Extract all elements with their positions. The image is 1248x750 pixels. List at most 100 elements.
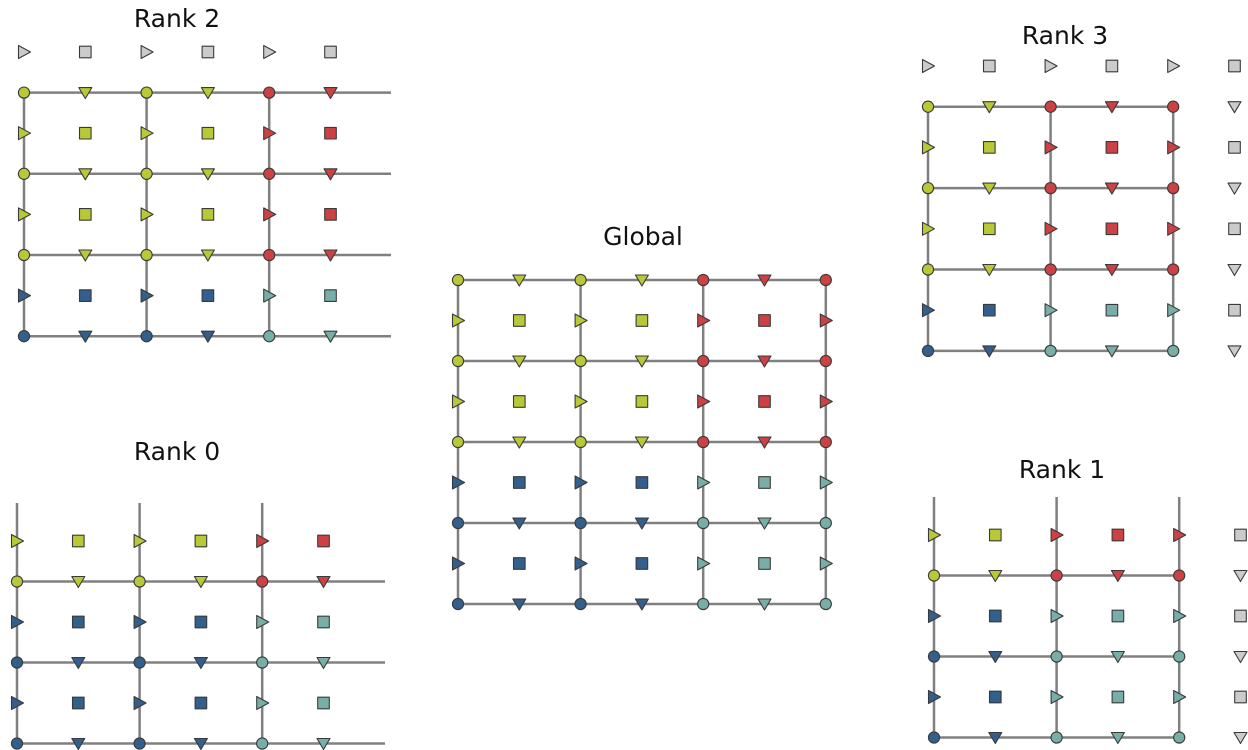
rank2-gray-right-triangle-marker [17,44,32,60]
global-yellow-circle-marker [451,435,465,449]
global-red-circle-marker [697,435,710,449]
rank0-blue-square-marker [71,615,85,629]
rank1-blue-right-triangle-marker [927,608,942,624]
rank0-blue-down-triangle-marker [71,656,86,670]
rank0-blue-circle-marker [10,737,24,750]
rank2-yellow-down-triangle-marker [200,87,215,100]
rank2-yellow-right-triangle-marker [140,207,154,222]
rank3-red-right-triangle-marker [1167,140,1181,155]
global-red-right-triangle-marker [819,394,833,409]
rank2-blue-right-triangle-marker [140,288,154,303]
rank1-yellow-square-marker [988,528,1002,542]
rank2-red-right-triangle-marker [263,126,277,141]
rank2-yellow-square-marker [78,208,92,221]
rank0-yellow-circle-marker [133,575,146,588]
rank2-gray-right-triangle-marker [263,44,277,60]
rank2-yellow-down-triangle-marker [200,168,215,181]
rank3-red-square-marker [1105,141,1119,154]
rank3-gray-square-marker [1105,59,1119,73]
global-blue-down-triangle-marker [512,517,527,530]
rank0-red-down-triangle-marker [316,575,331,589]
rank3-yellow-down-triangle-marker [982,182,997,195]
global-red-circle-marker [697,354,710,368]
rank1-teal-circle-marker [1173,731,1186,744]
rank0-yellow-down-triangle-marker [193,575,208,589]
rank1-teal-right-triangle-marker [1050,689,1064,705]
rank2-yellow-right-triangle-marker [17,126,32,141]
rank3-gray-square-marker [1228,141,1241,154]
global-blue-circle-marker [451,597,465,611]
global-yellow-square-marker [635,395,649,408]
rank2-yellow-circle-marker [140,248,153,262]
rank0-blue-down-triangle-marker [193,656,208,670]
rank3-red-square-marker [1105,222,1119,236]
rank1-blue-down-triangle-marker [988,650,1003,664]
global-blue-square-marker [512,557,526,570]
rank2-blue-down-triangle-marker [78,330,93,343]
rank0-blue-down-triangle-marker [71,737,86,750]
rank1-yellow-down-triangle-marker [988,569,1003,583]
rank3-yellow-circle-marker [921,263,935,276]
global-yellow-circle-marker [574,273,587,287]
rank2-yellow-right-triangle-marker [140,126,154,141]
rank2-red-right-triangle-marker [263,207,277,222]
rank0-red-circle-marker [256,575,269,588]
rank2-yellow-square-marker [201,126,215,140]
rank2-yellow-square-marker [78,126,92,140]
rank3-red-right-triangle-marker [1044,140,1058,155]
global-blue-circle-marker [574,516,587,530]
rank2-gray-square-marker [78,45,92,59]
rank0-blue-right-triangle-marker [133,614,147,630]
global-yellow-square-marker [512,314,526,327]
rank2-yellow-circle-marker [140,86,153,99]
global-blue-down-triangle-marker [512,598,527,611]
global-yellow-right-triangle-marker [451,394,466,409]
rank2-red-circle-marker [263,248,276,262]
global-grid-panel [451,273,833,611]
rank2-teal-circle-marker [263,330,276,343]
rank0-yellow-right-triangle-marker [133,533,147,549]
rank3-red-circle-marker [1044,100,1057,113]
global-red-circle-marker [819,354,832,368]
rank0-blue-right-triangle-marker [133,695,147,711]
rank3-gray-square-marker [1228,303,1241,317]
rank1-teal-down-triangle-marker [1110,731,1125,745]
global-yellow-circle-marker [451,273,465,287]
rank3-yellow-circle-marker [921,100,935,113]
rank2-red-square-marker [324,126,337,140]
rank2-yellow-down-triangle-marker [78,249,93,262]
rank3-teal-circle-marker [1167,344,1180,358]
rank3-blue-down-triangle-marker [982,345,997,358]
rank3-gray-down-triangle-marker [1227,101,1242,114]
global-yellow-right-triangle-marker [574,313,588,328]
rank3-blue-square-marker [982,303,996,317]
global-blue-square-marker [635,557,649,570]
rank2-blue-right-triangle-marker [17,288,32,303]
global-red-circle-marker [819,435,832,449]
rank2-blue-square-marker [78,289,92,302]
rank2-grid-panel [17,44,391,343]
rank0-blue-right-triangle-marker [10,695,25,711]
rank0-red-square-marker [317,534,330,548]
rank0-blue-right-triangle-marker [10,614,25,630]
rank0-teal-down-triangle-marker [316,656,331,670]
rank2-red-down-triangle-marker [323,249,338,262]
rank1-gray-square-marker [1234,528,1247,542]
global-yellow-down-triangle-marker [634,355,649,368]
rank3-red-right-triangle-marker [1167,221,1181,236]
rank1-red-down-triangle-marker [1110,569,1125,583]
global-blue-down-triangle-marker [634,598,649,611]
rank2-red-down-triangle-marker [323,87,338,100]
rank2-gray-right-triangle-marker [140,44,154,60]
rank3-red-circle-marker [1167,181,1180,195]
global-teal-circle-marker [697,597,710,611]
rank1-blue-square-marker [988,690,1002,704]
global-blue-square-marker [512,476,526,489]
rank3-blue-circle-marker [921,344,935,358]
rank3-red-circle-marker [1167,100,1180,113]
global-blue-right-triangle-marker [574,556,588,571]
rank3-red-circle-marker [1167,263,1180,276]
rank0-teal-circle-marker [256,737,269,750]
rank0-yellow-circle-marker [10,575,24,588]
